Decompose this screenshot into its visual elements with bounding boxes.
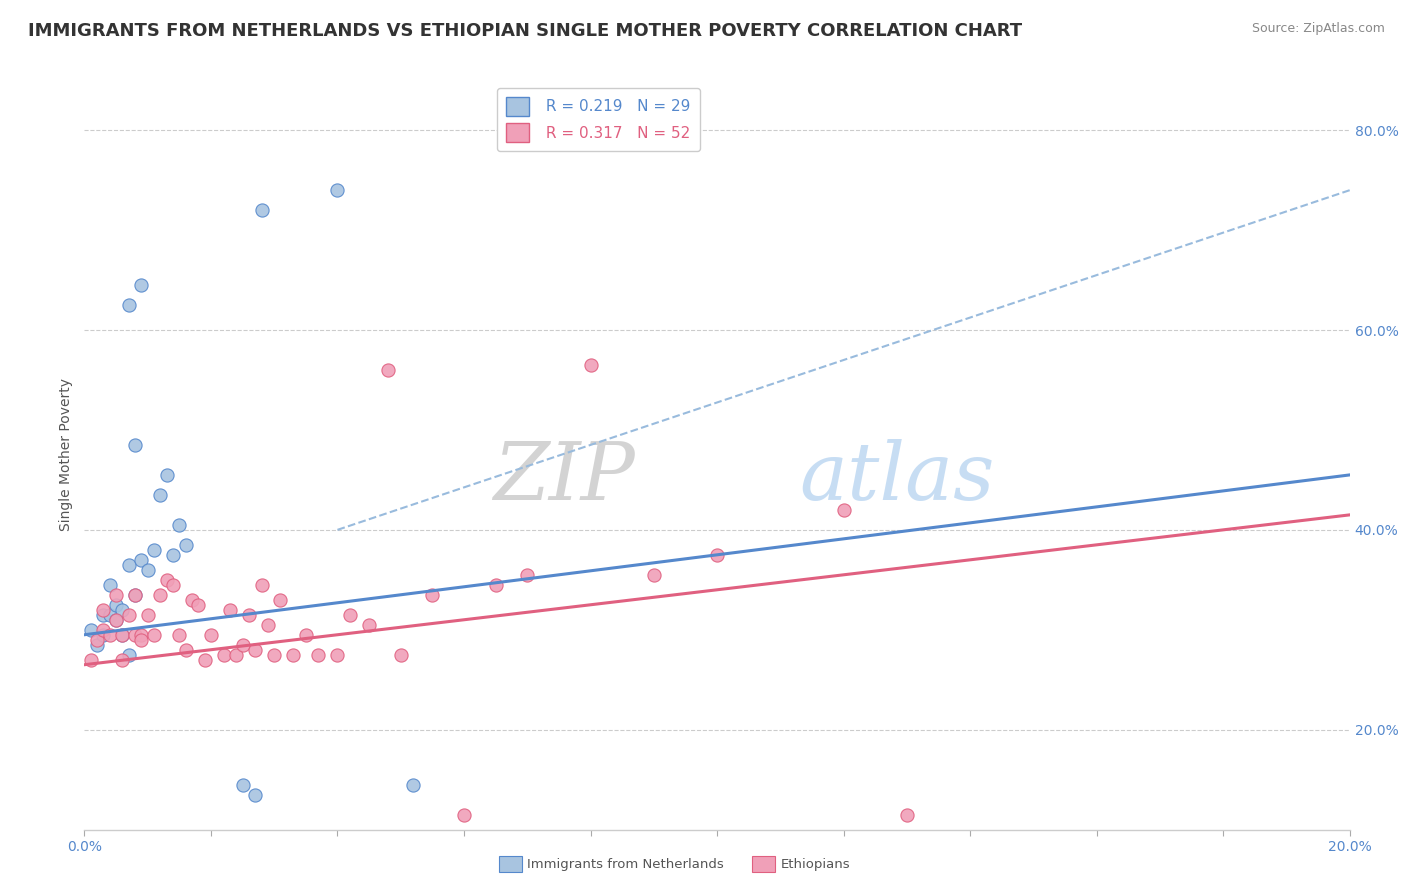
- Point: [389, 648, 412, 662]
- Point: [245, 788, 267, 802]
- Point: [169, 517, 191, 532]
- Point: [706, 548, 728, 562]
- Point: [174, 538, 197, 552]
- Point: [118, 558, 141, 572]
- Point: [169, 628, 191, 642]
- Text: Ethiopians: Ethiopians: [780, 858, 851, 871]
- Point: [143, 542, 166, 557]
- Point: [162, 548, 184, 562]
- Point: [270, 592, 292, 607]
- Point: [155, 467, 177, 482]
- Point: [136, 563, 159, 577]
- Point: [105, 588, 127, 602]
- Point: [93, 607, 115, 622]
- Point: [136, 607, 159, 622]
- Point: [250, 203, 273, 218]
- Point: [93, 628, 115, 642]
- Point: [263, 648, 285, 662]
- Point: [118, 648, 141, 662]
- Point: [245, 642, 267, 657]
- Text: ZIP: ZIP: [494, 439, 636, 516]
- Point: [93, 623, 115, 637]
- Point: [79, 623, 103, 637]
- Point: [111, 628, 134, 642]
- Point: [377, 363, 399, 377]
- Point: [516, 567, 538, 582]
- Point: [225, 648, 247, 662]
- Point: [643, 567, 665, 582]
- Point: [118, 607, 141, 622]
- Point: [832, 503, 855, 517]
- Point: [79, 653, 103, 667]
- Point: [180, 592, 204, 607]
- Point: [105, 613, 127, 627]
- Point: [231, 638, 254, 652]
- Point: [250, 578, 273, 592]
- Point: [105, 613, 127, 627]
- Point: [257, 617, 280, 632]
- Point: [155, 573, 177, 587]
- Point: [124, 588, 146, 602]
- Point: [98, 628, 121, 642]
- Point: [129, 553, 153, 567]
- Point: [98, 607, 121, 622]
- Point: [896, 807, 918, 822]
- Point: [105, 598, 127, 612]
- Point: [422, 588, 444, 602]
- Point: [149, 488, 172, 502]
- Point: [579, 358, 602, 372]
- Legend:  R = 0.219   N = 29,  R = 0.317   N = 52: R = 0.219 N = 29, R = 0.317 N = 52: [496, 88, 700, 151]
- Y-axis label: Single Mother Poverty: Single Mother Poverty: [59, 378, 73, 532]
- Point: [111, 653, 134, 667]
- Text: IMMIGRANTS FROM NETHERLANDS VS ETHIOPIAN SINGLE MOTHER POVERTY CORRELATION CHART: IMMIGRANTS FROM NETHERLANDS VS ETHIOPIAN…: [28, 22, 1022, 40]
- Point: [231, 778, 254, 792]
- Point: [212, 648, 235, 662]
- Point: [124, 438, 146, 452]
- Point: [295, 628, 318, 642]
- Point: [484, 578, 508, 592]
- Point: [143, 628, 166, 642]
- Point: [402, 778, 425, 792]
- Point: [149, 588, 172, 602]
- Point: [93, 603, 115, 617]
- Point: [218, 603, 242, 617]
- Point: [281, 648, 305, 662]
- Point: [129, 632, 153, 647]
- Point: [174, 642, 197, 657]
- Point: [238, 607, 260, 622]
- Point: [98, 578, 121, 592]
- Point: [86, 632, 108, 647]
- Text: Immigrants from Netherlands: Immigrants from Netherlands: [527, 858, 724, 871]
- Text: Source: ZipAtlas.com: Source: ZipAtlas.com: [1251, 22, 1385, 36]
- Point: [200, 628, 222, 642]
- Point: [162, 578, 184, 592]
- Point: [326, 648, 349, 662]
- Point: [187, 598, 209, 612]
- Point: [307, 648, 329, 662]
- Point: [111, 603, 134, 617]
- Point: [86, 638, 108, 652]
- Point: [193, 653, 217, 667]
- Text: atlas: atlas: [799, 439, 994, 516]
- Point: [357, 617, 380, 632]
- Point: [111, 628, 134, 642]
- Point: [129, 628, 153, 642]
- Point: [118, 298, 141, 312]
- Point: [124, 628, 146, 642]
- Point: [339, 607, 361, 622]
- Point: [453, 807, 475, 822]
- Point: [326, 183, 349, 197]
- Point: [124, 588, 146, 602]
- Point: [129, 278, 153, 293]
